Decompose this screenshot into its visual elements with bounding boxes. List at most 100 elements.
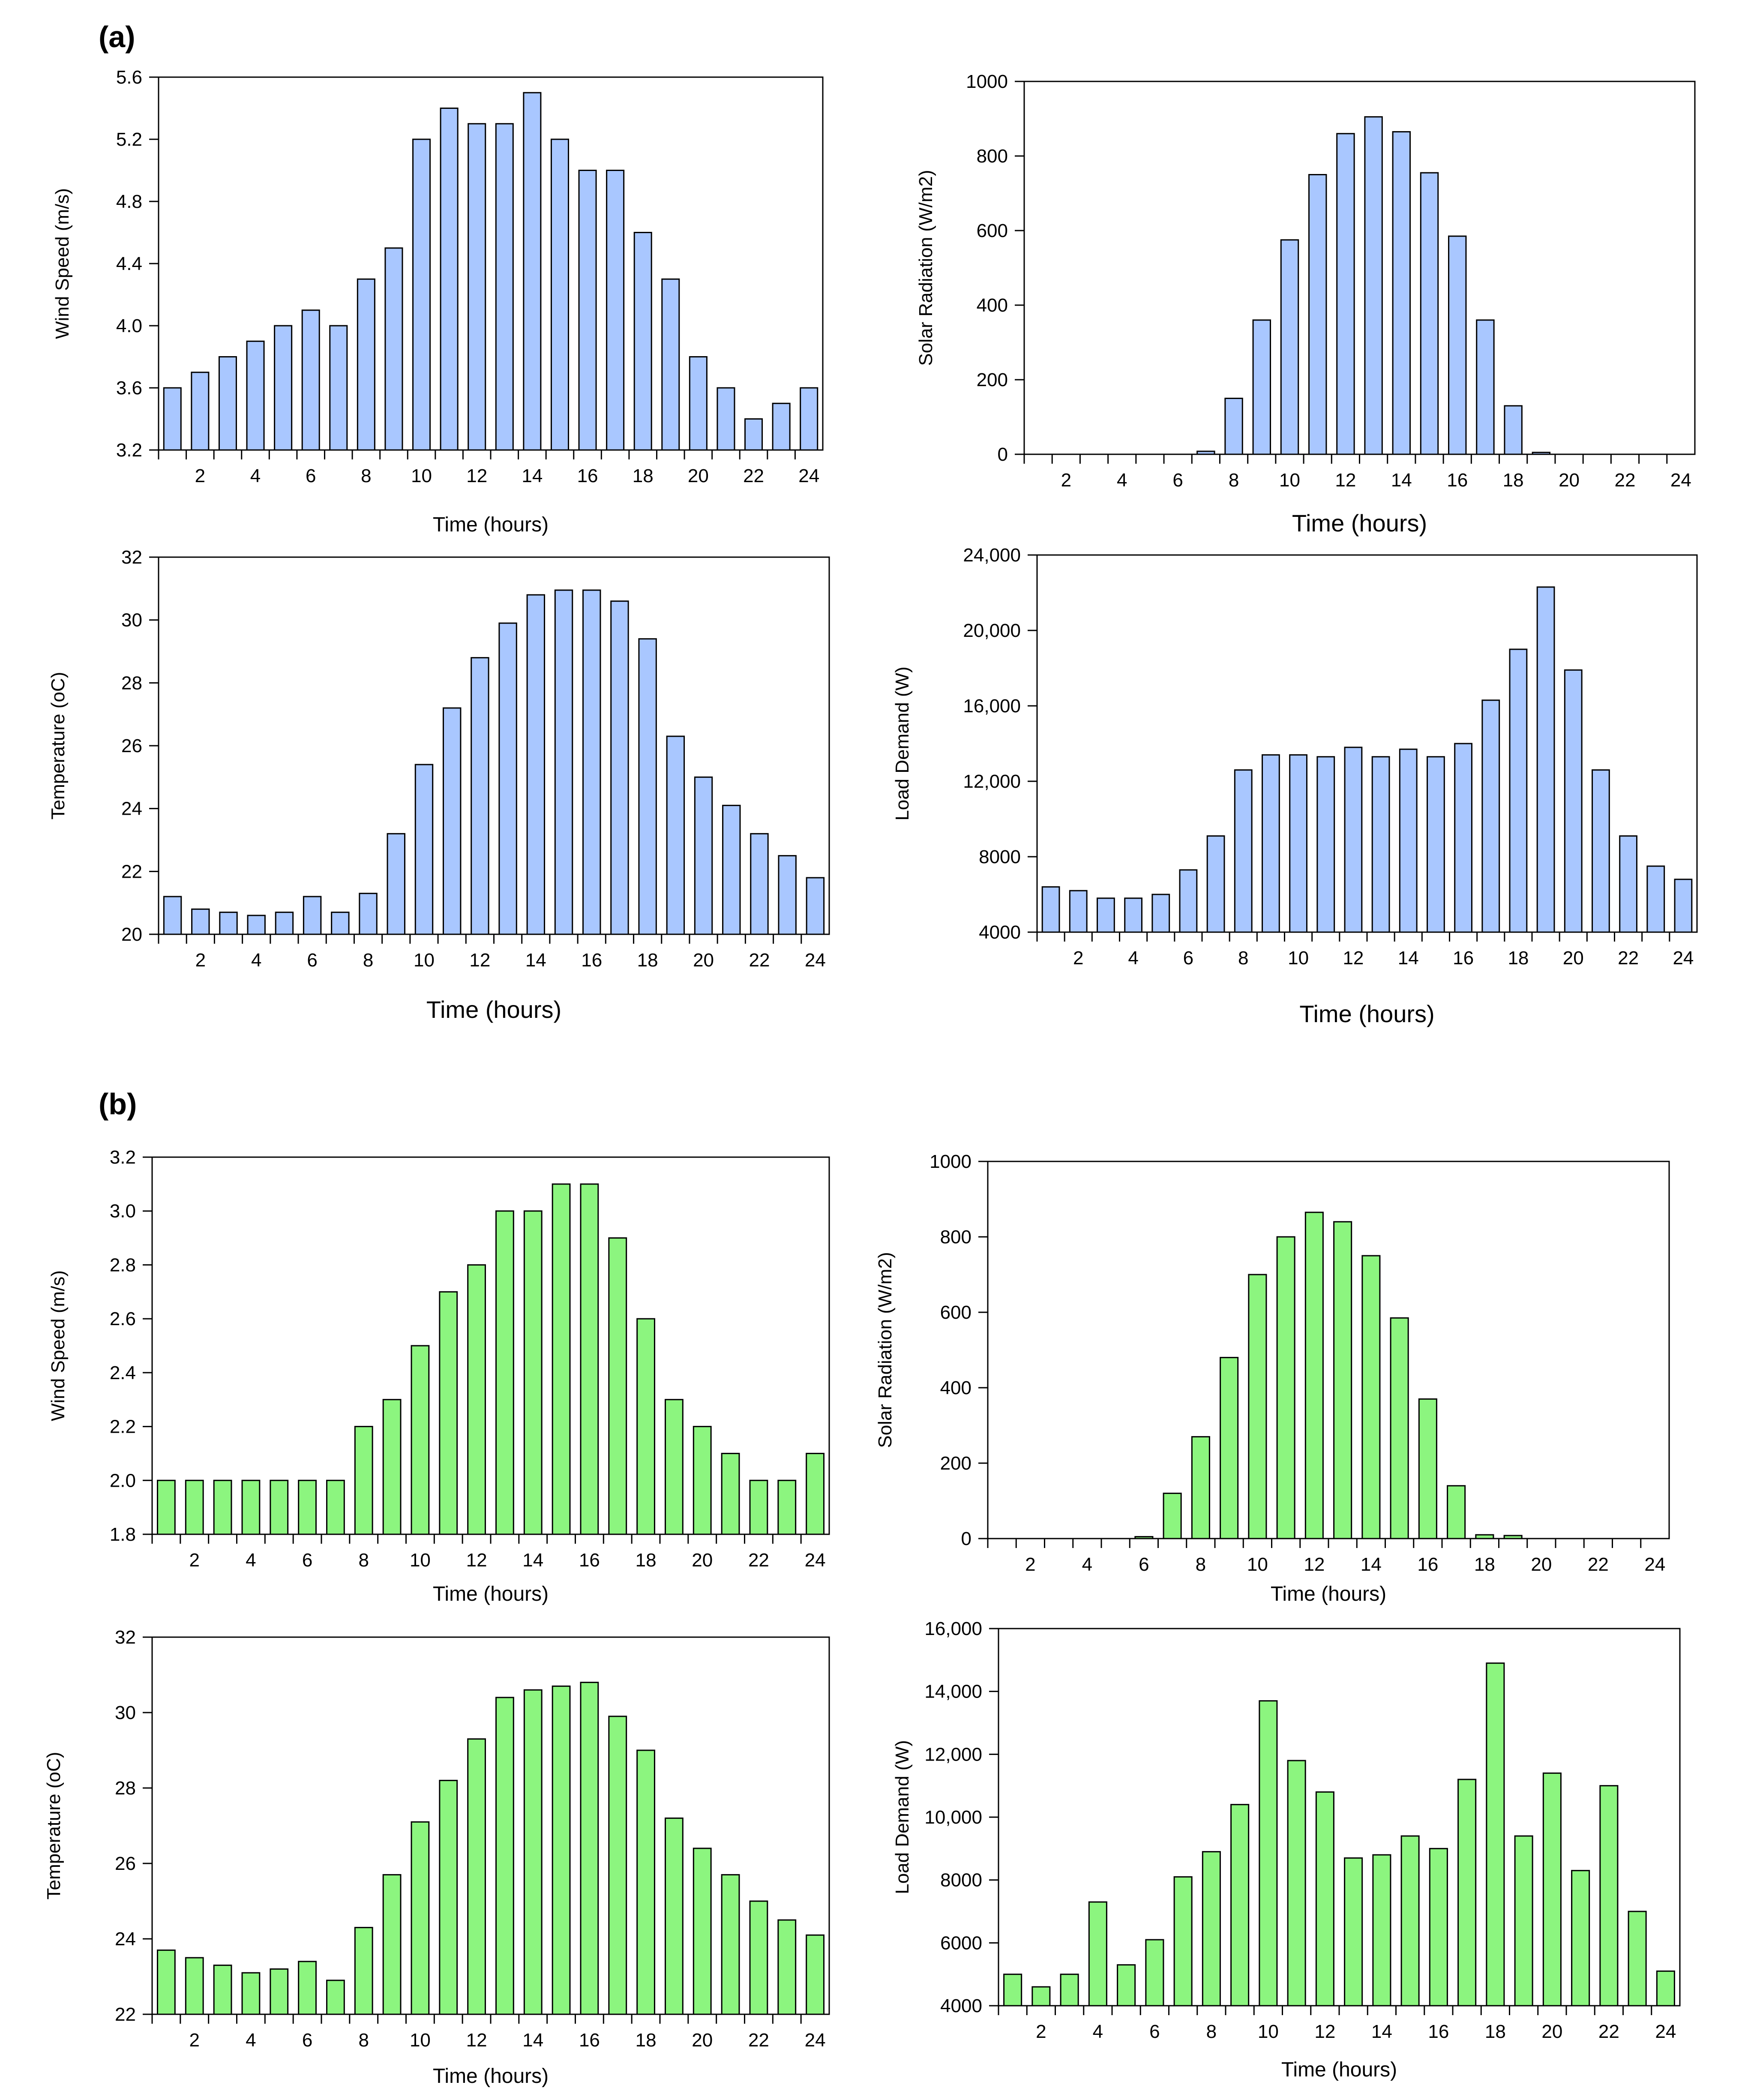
bar-hour-2 [191, 372, 210, 451]
bar-hour-13 [1371, 756, 1390, 933]
bar-hour-21 [1571, 1870, 1590, 2007]
panel-label-a: (a) [99, 20, 135, 54]
bar-hour-1 [163, 896, 182, 935]
x-axis-label: Time (hours) [426, 996, 561, 1023]
bar-hour-24 [806, 877, 825, 935]
x-tick-label: 10 [411, 465, 432, 486]
x-axis-label: Time (hours) [433, 2065, 549, 2088]
bar-hour-3 [218, 356, 237, 451]
bar-hour-6 [303, 896, 322, 935]
x-tick-label: 16 [581, 950, 602, 971]
bar-hour-9 [1230, 1804, 1250, 2007]
y-tick-label: 12,000 [924, 1744, 982, 1765]
y-tick-label: 1.8 [110, 1524, 136, 1545]
x-tick-label: 14 [1398, 948, 1419, 969]
bar-hour-15 [552, 1183, 571, 1535]
bar-hour-10 [1289, 754, 1307, 933]
bar-hour-4 [241, 1972, 261, 2015]
x-tick-label: 18 [1508, 948, 1529, 969]
x-tick-label: 6 [1172, 470, 1183, 491]
x-tick-label: 20 [1563, 948, 1584, 969]
bar-hour-10 [412, 138, 431, 451]
y-tick-label: 4.0 [116, 315, 142, 336]
bar-hour-1 [163, 387, 182, 451]
x-tick-label: 6 [1183, 948, 1193, 969]
y-axis-label: Temperature (oC) [48, 672, 69, 820]
x-tick-label: 10 [1258, 2021, 1279, 2042]
x-tick-label: 10 [410, 2030, 431, 2051]
bar-hour-23 [778, 855, 797, 935]
y-tick-label: 26 [121, 735, 142, 756]
bar-hour-6 [1145, 1939, 1164, 2007]
bar-hour-12 [1304, 1212, 1324, 1539]
bar-hour-13 [1344, 1857, 1363, 2007]
x-tick-label: 20 [693, 950, 714, 971]
bar-hour-19 [665, 1817, 684, 2015]
bar-hour-13 [495, 1697, 514, 2015]
bar-hour-24 [1674, 879, 1693, 933]
x-tick-label: 10 [1288, 948, 1309, 969]
x-tick-label: 8 [1229, 470, 1239, 491]
bar-hour-6 [1179, 869, 1198, 933]
bar-hour-24 [1656, 1970, 1675, 2007]
bar-hour-8 [354, 1426, 373, 1535]
x-tick-label: 22 [748, 2030, 769, 2051]
bar-hour-22 [744, 418, 763, 451]
y-tick-label: 12,000 [963, 771, 1021, 792]
x-tick-label: 12 [466, 2030, 487, 2051]
x-tick-label: 2 [195, 950, 206, 971]
bar-hour-23 [1646, 865, 1665, 933]
bar-hour-12 [467, 1738, 486, 2015]
x-tick-label: 10 [1247, 1554, 1268, 1575]
y-axis-label: Temperature (oC) [43, 1752, 64, 1900]
bar-hour-7 [329, 325, 348, 451]
bar-hour-17 [608, 1237, 627, 1535]
x-tick-label: 24 [798, 465, 819, 486]
bar-hour-15 [552, 1685, 571, 2015]
y-tick-label: 5.2 [116, 129, 142, 150]
x-tick-label: 8 [1206, 2021, 1217, 2042]
bar-hour-7 [331, 912, 350, 935]
bar-hour-13 [495, 123, 514, 451]
x-tick-label: 22 [743, 465, 764, 486]
y-tick-label: 24,000 [963, 545, 1021, 566]
x-tick-label: 6 [306, 465, 316, 486]
bar-hour-21 [717, 387, 735, 451]
x-tick-label: 6 [1149, 2021, 1160, 2042]
bar-hour-12 [467, 1264, 486, 1535]
bar-hour-3 [1060, 1974, 1079, 2007]
bar-hour-18 [1504, 405, 1523, 455]
bar-hour-8 [1191, 1436, 1210, 1539]
bar-hour-6 [298, 1961, 317, 2015]
x-tick-label: 22 [1588, 1554, 1609, 1575]
bar-hour-24 [800, 387, 819, 451]
bar-hour-12 [1315, 1791, 1334, 2007]
x-tick-label: 4 [251, 950, 261, 971]
bar-hour-12 [468, 123, 486, 451]
bar-hour-9 [1262, 754, 1280, 933]
chart-a_load: 2 4 6 8 10 12 14 16 18 20 22 244000800012,00016,000… [892, 545, 1698, 1027]
y-axis-label: Solar Radiation (W/m2) [915, 170, 936, 366]
bar-hour-12 [471, 657, 489, 935]
y-tick-label: 16,000 [963, 696, 1021, 717]
bar-hour-8 [357, 278, 375, 451]
y-axis-label: Wind Speed (m/s) [48, 1270, 69, 1421]
y-axis-label: Solar Radiation (W/m2) [875, 1252, 896, 1448]
bar-hour-15 [1427, 756, 1445, 933]
x-tick-label: 24 [1670, 470, 1691, 491]
bar-hour-23 [772, 402, 791, 451]
bar-hour-22 [1599, 1785, 1619, 2007]
y-axis-label: Load Demand (W) [892, 1740, 913, 1894]
x-tick-label: 4 [1117, 470, 1127, 491]
x-tick-label: 18 [1503, 470, 1524, 491]
bar-hour-11 [442, 707, 462, 935]
bar-hour-5 [270, 1479, 289, 1535]
bar-hour-20 [693, 1848, 712, 2015]
x-tick-label: 16 [1428, 2021, 1449, 2042]
x-tick-label: 12 [466, 1550, 487, 1571]
x-tick-label: 12 [1304, 1554, 1325, 1575]
y-tick-label: 4000 [940, 1995, 982, 2016]
y-tick-label: 600 [977, 220, 1008, 241]
bar-hour-22 [749, 1900, 768, 2015]
x-tick-label: 16 [1447, 470, 1468, 491]
